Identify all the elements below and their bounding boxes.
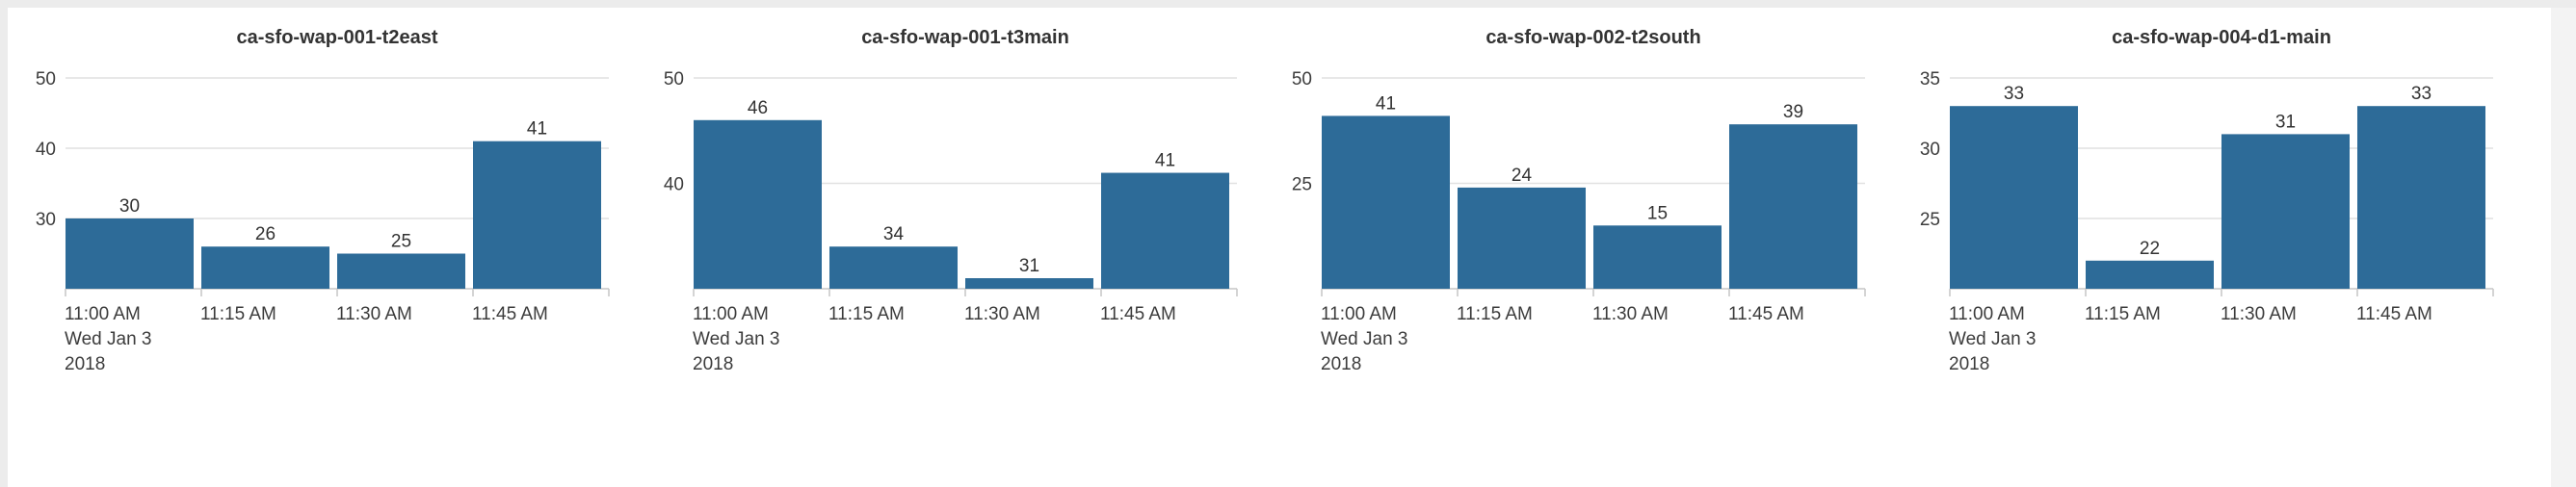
chart-3-ytick-label: 25 bbox=[1292, 175, 1312, 195]
dashboard-panel bbox=[8, 8, 2551, 487]
chart-4-ytick-label: 25 bbox=[1920, 210, 1940, 230]
chart-3-data-label: 41 bbox=[1376, 93, 1396, 114]
chart-3-data-label: 24 bbox=[1511, 166, 1533, 186]
chart-2-data-label: 34 bbox=[883, 224, 905, 244]
chart-2-x-tick-label: 11:00 AM bbox=[693, 304, 769, 324]
chart-4-bar bbox=[2357, 106, 2485, 289]
chart-4-x-tick-label: 11:00 AM bbox=[1949, 304, 2025, 324]
chart-1-x-tick-label: 11:30 AM bbox=[336, 304, 412, 324]
chart-4-ytick-label: 30 bbox=[1920, 140, 1940, 160]
chart-1-bar bbox=[66, 218, 194, 289]
chart-2-x-tick-label: 11:15 AM bbox=[828, 304, 905, 324]
chart-1-x-tick-label: 11:00 AM bbox=[65, 304, 141, 324]
chart-2-title: ca-sfo-wap-001-t3main bbox=[861, 27, 1069, 48]
chart-1-x-tick-label: 11:45 AM bbox=[472, 304, 548, 324]
chart-4-bar bbox=[1950, 106, 2078, 289]
chart-1-data-label: 26 bbox=[255, 224, 276, 244]
scroll-gutter bbox=[2551, 8, 2576, 487]
chart-1-data-label: 30 bbox=[119, 196, 140, 217]
chart-1-ytick-label: 30 bbox=[36, 210, 56, 230]
chart-4-title: ca-sfo-wap-004-d1-main bbox=[2112, 27, 2331, 48]
chart-3-bar bbox=[1458, 187, 1586, 289]
chart-4-data-label: 33 bbox=[2004, 84, 2024, 104]
chart-2-ytick-label: 40 bbox=[664, 175, 684, 195]
chart-2-x-sublabel: 2018 bbox=[693, 354, 733, 374]
chart-2-data-label: 41 bbox=[1155, 151, 1175, 171]
chart-3-x-tick-label: 11:30 AM bbox=[1592, 304, 1669, 324]
chart-4-bar bbox=[2221, 134, 2350, 289]
chart-3-x-tick-label: 11:45 AM bbox=[1728, 304, 1804, 324]
chart-4-x-tick-label: 11:45 AM bbox=[2356, 304, 2432, 324]
chart-1-title: ca-sfo-wap-001-t2east bbox=[237, 27, 438, 48]
chart-3-bar bbox=[1729, 124, 1857, 289]
chart-1-data-label: 41 bbox=[527, 119, 547, 140]
chart-4-ytick-label: 35 bbox=[1920, 69, 1940, 90]
chart-4-bar bbox=[2086, 260, 2214, 289]
chart-2-bar bbox=[694, 119, 822, 289]
chart-3-data-label: 15 bbox=[1647, 203, 1668, 223]
chart-4-x-sublabel: Wed Jan 3 bbox=[1949, 329, 2036, 349]
chart-2-data-label: 31 bbox=[1019, 256, 1039, 276]
chart-3-bar bbox=[1593, 225, 1722, 289]
chart-3-x-tick-label: 11:00 AM bbox=[1321, 304, 1397, 324]
chart-1-x-sublabel: 2018 bbox=[65, 354, 105, 374]
chart-2-bar bbox=[1101, 172, 1229, 289]
chart-1-bar bbox=[201, 246, 329, 289]
chart-1-x-sublabel: Wed Jan 3 bbox=[65, 329, 151, 349]
chart-1-x-tick-label: 11:15 AM bbox=[200, 304, 276, 324]
chart-2-ytick-label: 50 bbox=[664, 69, 684, 90]
chart-2-x-tick-label: 11:45 AM bbox=[1100, 304, 1176, 324]
chart-4-data-label: 22 bbox=[2140, 239, 2160, 259]
chart-1-ytick-label: 40 bbox=[36, 140, 56, 160]
chart-3-ytick-label: 50 bbox=[1292, 69, 1312, 90]
chart-1-bar bbox=[337, 253, 465, 289]
chart-3-title: ca-sfo-wap-002-t2south bbox=[1485, 27, 1700, 48]
chart-3-bar bbox=[1322, 115, 1450, 289]
chart-3-data-label: 39 bbox=[1783, 102, 1803, 122]
chart-4-data-label: 33 bbox=[2411, 84, 2431, 104]
chart-3-x-tick-label: 11:15 AM bbox=[1457, 304, 1533, 324]
chart-4-x-tick-label: 11:15 AM bbox=[2085, 304, 2161, 324]
chart-2-x-tick-label: 11:30 AM bbox=[964, 304, 1040, 324]
chart-1-ytick-label: 50 bbox=[36, 69, 56, 90]
chart-2-bar bbox=[965, 278, 1093, 289]
chart-3-x-sublabel: Wed Jan 3 bbox=[1321, 329, 1407, 349]
chart-4-x-tick-label: 11:30 AM bbox=[2221, 304, 2297, 324]
chart-4-x-sublabel: 2018 bbox=[1949, 354, 1989, 374]
chart-2-data-label: 46 bbox=[748, 98, 768, 118]
chart-3-x-sublabel: 2018 bbox=[1321, 354, 1361, 374]
chart-2-x-sublabel: Wed Jan 3 bbox=[693, 329, 779, 349]
chart-1-data-label: 25 bbox=[391, 232, 411, 252]
chart-4-data-label: 31 bbox=[2275, 112, 2296, 132]
chart-2-bar bbox=[829, 246, 958, 289]
chart-1-bar bbox=[473, 141, 601, 289]
